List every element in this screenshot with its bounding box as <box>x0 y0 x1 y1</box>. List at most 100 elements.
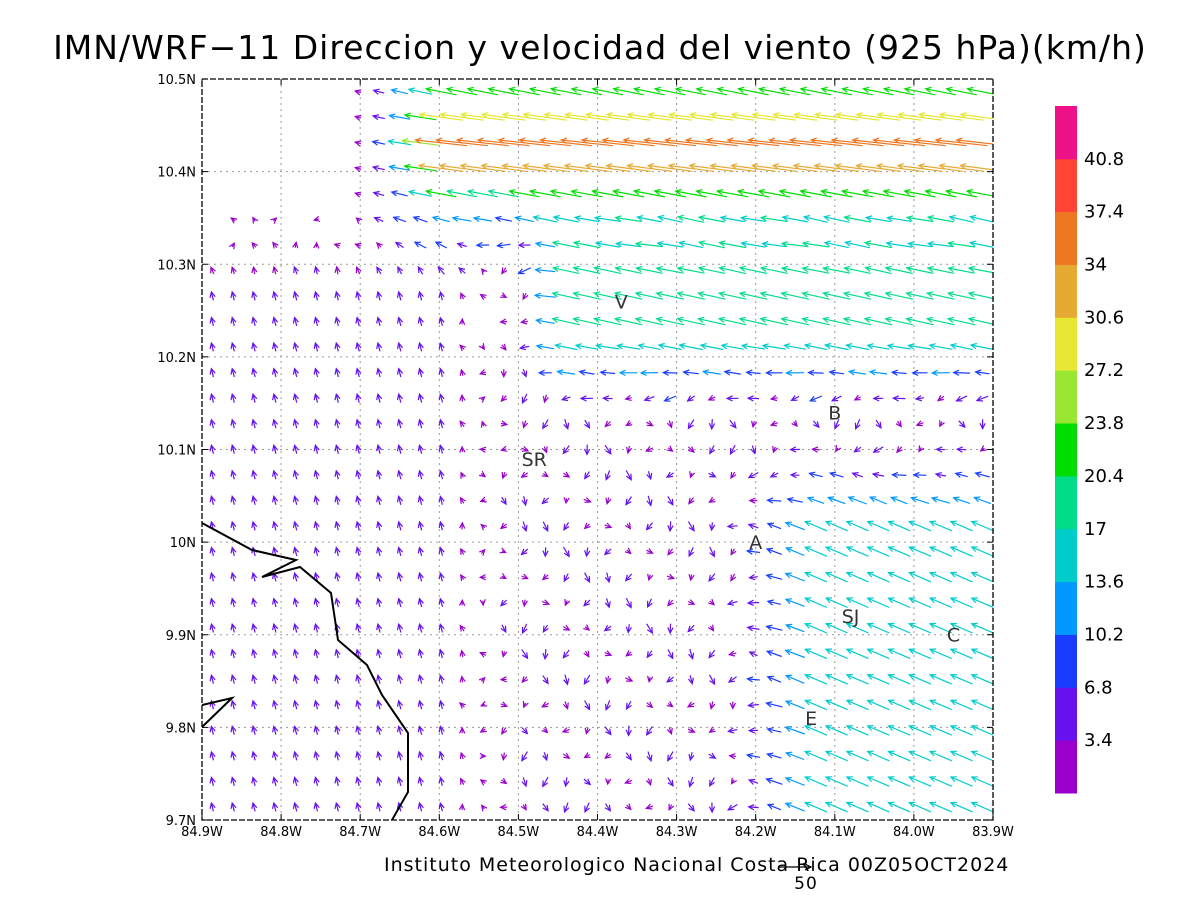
wind-vector <box>583 778 592 786</box>
wind-vector <box>209 495 216 505</box>
wind-vector <box>439 112 484 121</box>
wind-vector-shaft <box>950 623 973 634</box>
wind-vector-head <box>955 137 963 144</box>
wind-vector-head <box>521 600 529 608</box>
wind-vector <box>520 548 529 556</box>
wind-vector <box>792 163 839 172</box>
wind-vector <box>209 469 216 480</box>
wind-vector-shaft <box>210 547 214 557</box>
wind-vector <box>501 267 508 275</box>
wind-vector <box>563 522 570 531</box>
wind-vector <box>230 217 238 224</box>
wind-vector <box>579 395 594 402</box>
wind-vector-head <box>209 316 216 324</box>
wind-vector-head <box>626 676 634 682</box>
wind-vector-shaft <box>888 597 911 609</box>
wind-vector-shaft <box>252 368 256 378</box>
wind-vector-head <box>333 242 341 249</box>
wind-vector-shaft <box>636 243 664 248</box>
wind-vector-head <box>709 702 716 710</box>
wind-vector-shaft <box>909 546 932 557</box>
wind-vector-head <box>966 86 974 93</box>
wind-vector-head <box>729 447 736 456</box>
wind-vector <box>230 622 237 633</box>
wind-vector-head <box>563 422 570 431</box>
wind-vector <box>334 520 341 531</box>
wind-vector-shaft <box>398 496 402 505</box>
wind-vector-head <box>230 801 237 810</box>
wind-vector-head <box>376 443 383 452</box>
wind-vector-head <box>655 316 663 323</box>
wind-vector-shaft <box>565 777 568 787</box>
wind-vector <box>970 725 993 736</box>
wind-vector-head <box>926 215 935 222</box>
wind-vector <box>646 495 653 507</box>
wind-vector-shaft <box>960 164 993 171</box>
wind-vector-shaft <box>252 649 256 659</box>
wind-vector <box>625 676 634 682</box>
wind-vector <box>292 776 299 786</box>
wind-vector-shaft <box>747 550 761 554</box>
wind-vector-head <box>624 394 632 401</box>
wind-vector <box>230 265 237 275</box>
wind-vector <box>866 725 890 736</box>
wind-vector-head <box>209 367 216 375</box>
wind-vector-head <box>824 648 833 655</box>
wind-vector <box>695 189 728 198</box>
wind-vector <box>934 472 947 479</box>
wind-vector-shaft <box>869 496 888 505</box>
wind-vector-shaft <box>398 700 402 710</box>
wind-vector <box>967 291 993 300</box>
wind-vector <box>928 597 953 609</box>
wind-vector-head <box>431 215 439 222</box>
wind-vector <box>646 163 693 172</box>
wind-vector-shaft <box>356 675 360 684</box>
wind-vector-shaft <box>273 445 277 454</box>
wind-vector-shaft <box>273 521 277 531</box>
wind-vector <box>354 191 362 198</box>
wind-vector <box>251 265 258 275</box>
wind-vector <box>844 240 871 249</box>
wind-vector-head <box>459 163 467 170</box>
wind-vector-shaft <box>314 317 319 327</box>
wind-vector-head <box>970 776 978 782</box>
wind-vector-head <box>747 804 755 811</box>
wind-vector <box>688 497 695 505</box>
wind-vector <box>847 496 867 505</box>
wind-vector-head <box>845 801 853 808</box>
wind-vector-head <box>230 546 237 554</box>
wind-vector-head <box>625 650 633 657</box>
wind-vector <box>272 392 279 403</box>
wind-vector-head <box>376 316 383 324</box>
wind-vector-head <box>625 626 633 634</box>
wind-vector <box>417 392 424 403</box>
wind-vector-shaft <box>482 113 526 121</box>
wind-vector-shaft <box>488 190 519 198</box>
wind-vector-head <box>376 290 383 299</box>
wind-vector-head <box>521 754 528 762</box>
wind-vector-shaft <box>335 368 339 378</box>
wind-vector <box>897 112 942 121</box>
wind-vector-shaft <box>252 675 256 684</box>
x-tick-label: 84.2W <box>735 825 777 840</box>
wind-vector-head <box>765 573 773 580</box>
wind-vector-head <box>936 395 945 402</box>
wind-vector-head <box>845 776 853 782</box>
wind-vector-head <box>354 242 362 249</box>
wind-vector-head <box>784 649 792 656</box>
wind-vector-shaft <box>699 216 725 223</box>
wind-vector <box>959 163 993 171</box>
wind-vector-head <box>822 214 831 221</box>
wind-vector-head <box>272 673 279 682</box>
wind-vector <box>667 521 674 533</box>
wind-vector <box>647 675 654 684</box>
wind-vector <box>272 418 279 429</box>
wind-vector-head <box>746 395 754 402</box>
wind-vector-shaft <box>372 141 386 145</box>
wind-vector-shaft <box>607 113 651 121</box>
wind-vector <box>376 648 383 659</box>
wind-vector <box>820 86 853 96</box>
wind-vector <box>781 215 808 223</box>
wind-vector <box>949 597 973 609</box>
wind-vector-head <box>695 189 703 196</box>
